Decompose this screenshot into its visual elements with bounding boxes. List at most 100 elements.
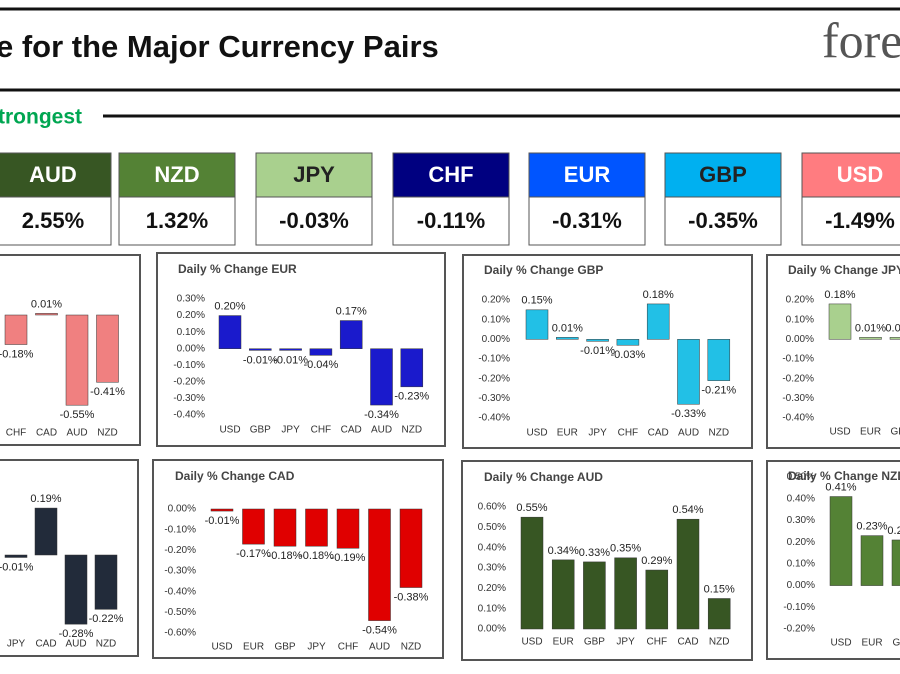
bar: [4, 554, 28, 558]
value-label: 0.18%: [824, 289, 855, 301]
y-tick-label: -0.40%: [782, 413, 814, 424]
y-tick-label: -0.10%: [782, 354, 814, 365]
value-label: 0.54%: [672, 504, 703, 516]
y-tick-label: -0.30%: [782, 393, 814, 404]
bar: [210, 508, 234, 512]
y-tick-label: -0.40%: [173, 410, 205, 421]
bar: [279, 348, 302, 351]
bar: [707, 339, 731, 381]
x-tick-label: JPY: [307, 642, 326, 653]
bar: [400, 348, 424, 388]
y-tick-label: -0.50%: [164, 607, 196, 618]
value-label: 0.01%: [31, 298, 62, 310]
x-tick-label: EUR: [860, 427, 881, 438]
value-label: 0.35%: [610, 543, 641, 555]
tile-header: [255, 152, 373, 198]
x-tick-label: AUD: [371, 425, 392, 436]
y-tick-label: 0.10%: [482, 314, 510, 325]
bar: [309, 348, 333, 356]
value-label: -0.04%: [303, 359, 338, 371]
x-tick-label: USD: [219, 425, 240, 436]
bar: [859, 337, 882, 340]
value-label: -0.01%: [205, 515, 240, 527]
bar: [646, 303, 670, 340]
bar: [35, 313, 58, 316]
bar: [645, 569, 669, 630]
currency-name: NZD: [154, 162, 199, 187]
x-tick-label: USD: [521, 637, 542, 648]
bar: [677, 339, 700, 405]
currency-name: USD: [837, 162, 883, 187]
chart-title: Daily % Change AUD: [484, 470, 603, 484]
x-tick-label: EUR: [557, 428, 578, 439]
value-label: 0.01%: [855, 322, 886, 334]
value-label: -0.33%: [671, 408, 706, 420]
value-label: -0.01%: [0, 561, 34, 573]
y-tick-label: 0.20%: [177, 310, 205, 321]
y-tick-label: 0.10%: [177, 327, 205, 338]
tile-body: [664, 196, 782, 246]
y-tick-label: 0.20%: [786, 295, 814, 306]
x-tick-label: NZD: [97, 428, 118, 439]
value-label: 0.23%: [856, 521, 887, 533]
x-tick-label: CAD: [341, 425, 362, 436]
x-tick-label: CAD: [648, 428, 669, 439]
x-tick-label: USD: [830, 638, 851, 649]
chart-title: Daily % Change NZD: [788, 469, 900, 483]
y-tick-label: 0.20%: [482, 295, 510, 306]
tile-header: [801, 152, 900, 198]
bar: [583, 561, 606, 630]
x-tick-label: JPY: [281, 425, 300, 436]
x-tick-label: CHF: [618, 428, 639, 439]
bar: [249, 348, 272, 351]
bar: [94, 554, 118, 610]
ranking-title: trongest: [0, 106, 82, 129]
value-label: -0.54%: [362, 625, 397, 637]
x-tick-label: USD: [526, 428, 547, 439]
value-label: 0.41%: [825, 481, 856, 493]
chart-title: Daily % Change GBP: [484, 263, 603, 277]
x-tick-label: CAD: [36, 428, 57, 439]
tile-header: [392, 152, 510, 198]
tile-header: [0, 152, 112, 198]
currency-name: GBP: [699, 162, 747, 187]
x-tick-label: EUR: [243, 642, 264, 653]
x-tick-label: CAD: [677, 637, 698, 648]
value-label: -0.19%: [331, 552, 366, 564]
chart-title: Daily % Change EUR: [178, 262, 297, 276]
value-label: -0.18%: [268, 550, 303, 562]
y-tick-label: -0.10%: [783, 602, 815, 613]
chart-panel: [152, 459, 444, 659]
value-label: -0.22%: [89, 613, 124, 625]
chart-panel: [461, 460, 753, 661]
tile-header: [528, 152, 646, 198]
y-tick-label: -0.20%: [164, 545, 196, 556]
x-tick-label: AUD: [369, 642, 390, 653]
value-label: 0.18%: [643, 289, 674, 301]
chart-title: Daily % Change CAD: [175, 469, 295, 483]
x-tick-label: CHF: [338, 642, 359, 653]
x-tick-label: NZD: [96, 639, 117, 650]
value-label: -0.01%: [580, 345, 615, 357]
y-tick-label: -0.10%: [164, 524, 196, 535]
value-label: 0.19%: [30, 493, 61, 505]
value-label: -0.28%: [59, 628, 94, 640]
value-label: -0.03%: [610, 349, 645, 361]
currency-change: -0.11%: [417, 208, 486, 233]
x-tick-label: NZD: [402, 425, 423, 436]
currency-name: JPY: [293, 162, 335, 187]
y-tick-label: -0.40%: [164, 586, 196, 597]
y-tick-label: 0.10%: [786, 314, 814, 325]
tile-body: [255, 196, 373, 246]
tile-body: [118, 196, 236, 246]
y-tick-label: 0.10%: [787, 558, 815, 569]
bar: [4, 314, 28, 345]
chart-panel: [766, 254, 900, 449]
y-tick-label: 0.30%: [177, 294, 205, 305]
x-tick-label: AUD: [678, 428, 699, 439]
x-tick-label: USD: [829, 427, 850, 438]
y-tick-label: 0.00%: [482, 334, 510, 345]
bar: [860, 535, 884, 586]
y-tick-label: 0.30%: [478, 563, 506, 574]
